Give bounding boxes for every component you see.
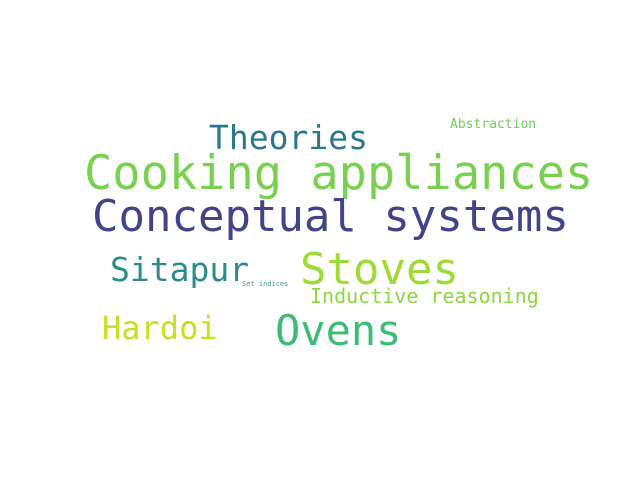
word-conceptual-systems: Conceptual systems	[92, 191, 569, 242]
word-theories: Theories	[209, 118, 368, 157]
word-abstraction: Abstraction	[450, 117, 537, 132]
word-set-indices: Set indices	[242, 280, 289, 288]
word-sitapur: Sitapur	[110, 250, 250, 289]
word-hardoi: Hardoi	[102, 309, 218, 347]
word-ovens: Ovens	[275, 306, 402, 355]
word-cooking-appliances: Cooking appliances	[84, 146, 594, 201]
word-stoves: Stoves	[300, 244, 459, 295]
word-inductive-reasoning: Inductive reasoning	[310, 284, 539, 308]
